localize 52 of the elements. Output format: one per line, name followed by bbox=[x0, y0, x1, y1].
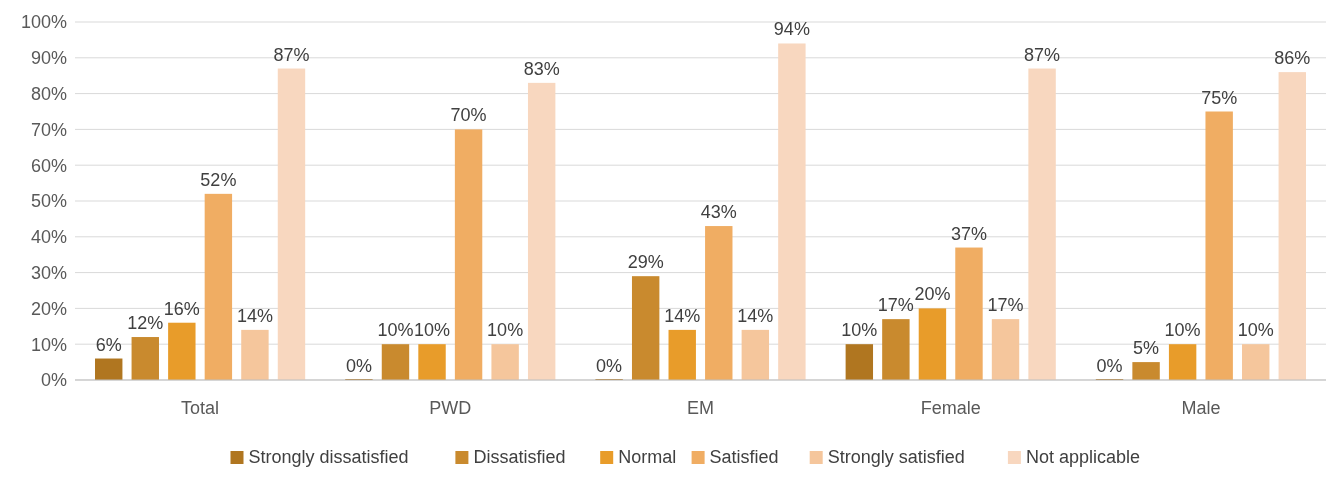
data-label: 75% bbox=[1201, 87, 1238, 108]
y-tick-label: 80% bbox=[30, 83, 67, 104]
y-tick-label: 60% bbox=[30, 155, 67, 176]
y-tick-label: 20% bbox=[30, 298, 67, 319]
data-label: 37% bbox=[950, 223, 987, 244]
legend-label: Normal bbox=[618, 447, 677, 467]
data-label: 14% bbox=[664, 305, 701, 326]
x-tick-label: Male bbox=[1181, 398, 1221, 418]
data-label: 0% bbox=[1096, 356, 1123, 376]
data-label: 14% bbox=[236, 305, 273, 326]
data-label: 87% bbox=[273, 44, 310, 65]
data-label: 10% bbox=[377, 320, 414, 341]
data-label: 20% bbox=[914, 284, 951, 305]
x-tick-label: Total bbox=[181, 398, 220, 418]
data-label: 16% bbox=[163, 298, 200, 319]
data-label: 43% bbox=[700, 202, 737, 223]
y-tick-label: 100% bbox=[20, 12, 67, 33]
data-label: 10% bbox=[414, 320, 451, 341]
data-label: 29% bbox=[627, 252, 664, 273]
data-label: 52% bbox=[200, 169, 237, 190]
data-label: 0% bbox=[596, 356, 623, 376]
legend-label: Strongly dissatisfied bbox=[248, 447, 409, 467]
legend-label: Not applicable bbox=[1025, 447, 1140, 467]
data-label: 5% bbox=[1133, 338, 1160, 359]
data-label: 10% bbox=[487, 320, 524, 341]
data-label: 17% bbox=[987, 295, 1024, 316]
data-label: 17% bbox=[877, 295, 914, 316]
y-tick-label: 30% bbox=[30, 262, 67, 283]
data-label: 70% bbox=[450, 105, 487, 126]
data-label: 14% bbox=[737, 305, 774, 326]
data-label: 87% bbox=[1024, 44, 1061, 65]
data-label: 0% bbox=[345, 356, 372, 376]
x-tick-label: Female bbox=[920, 398, 981, 418]
data-label: 12% bbox=[127, 313, 164, 334]
y-tick-label: 50% bbox=[30, 191, 67, 212]
data-label: 10% bbox=[1237, 320, 1274, 341]
y-tick-label: 0% bbox=[40, 370, 67, 391]
y-tick-label: 70% bbox=[30, 119, 67, 140]
y-tick-label: 90% bbox=[30, 48, 67, 69]
data-label: 94% bbox=[773, 19, 810, 40]
data-label: 86% bbox=[1274, 48, 1311, 69]
data-label: 6% bbox=[95, 334, 122, 355]
y-tick-label: 10% bbox=[30, 334, 67, 355]
data-label: 83% bbox=[523, 58, 560, 79]
y-tick-label: 40% bbox=[30, 227, 67, 248]
data-label: 10% bbox=[841, 320, 878, 341]
legend-label: Strongly satisfied bbox=[827, 447, 965, 467]
data-label: 10% bbox=[1164, 320, 1201, 341]
x-tick-label: PWD bbox=[429, 398, 472, 418]
x-tick-label: EM bbox=[687, 398, 714, 418]
legend-label: Satisfied bbox=[709, 447, 779, 467]
legend-label: Dissatisfied bbox=[473, 447, 566, 467]
